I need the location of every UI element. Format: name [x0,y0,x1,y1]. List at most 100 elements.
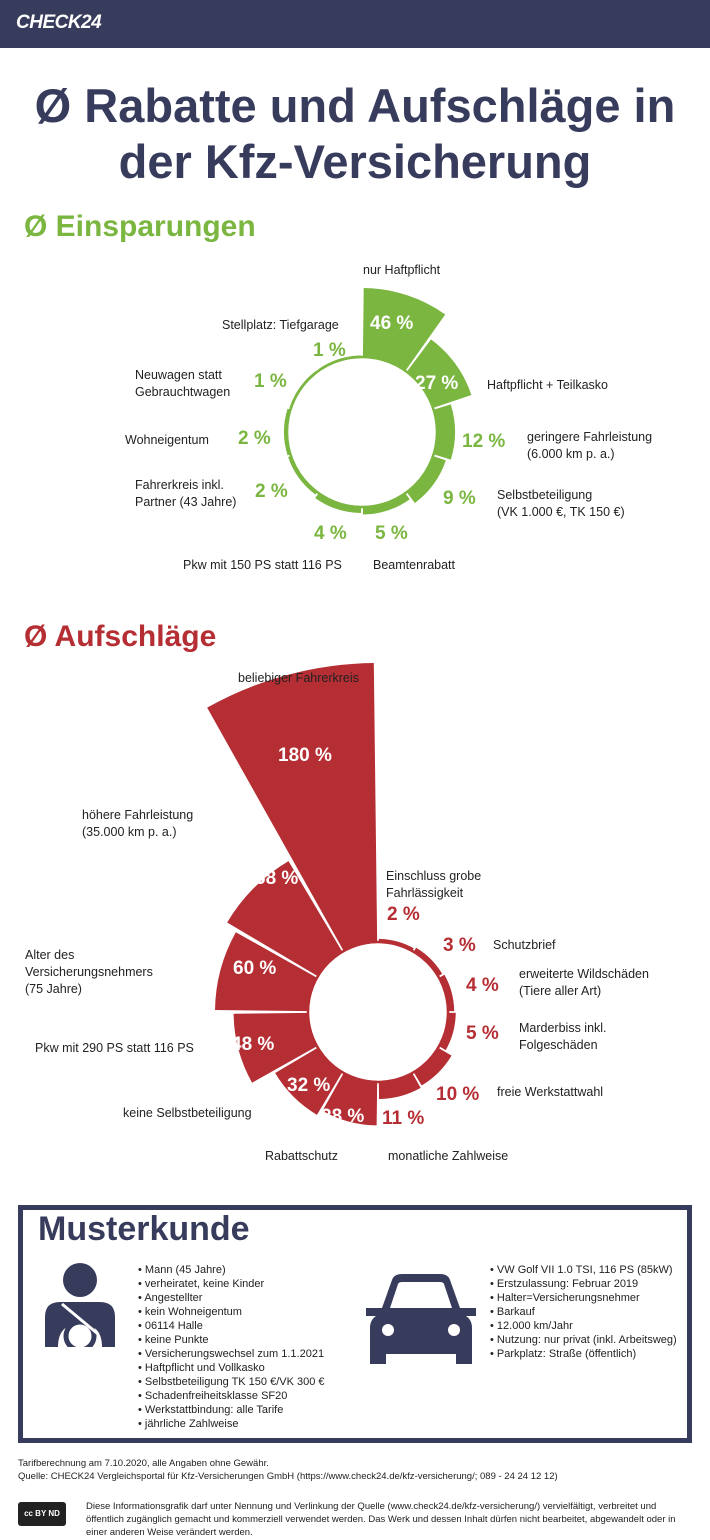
value-label: 28 % [321,1106,365,1127]
value-label: 60 % [233,958,277,979]
value-label: 5 % [466,1023,499,1044]
detail-item: keine Punkte [138,1333,325,1347]
category-label: Einschluss grobe Fahrlässigkeit [386,869,482,900]
wedge-5 [315,492,362,513]
value-label: 48 % [231,1034,275,1055]
detail-item: jährliche Zahlweise [138,1417,325,1431]
value-label: 10 % [436,1084,480,1105]
section-title-surcharges: Ø Aufschläge [24,620,217,653]
wedge-2 [438,974,455,1012]
detail-item: Nutzung: nur privat (inkl. Arbeitsweg) [490,1333,677,1347]
musterkunde-box [18,1205,692,1443]
cc-license-badge: cc BY ND [18,1502,66,1526]
detail-item: 12.000 km/Jahr [490,1319,677,1333]
value-label: 11 % [382,1108,425,1129]
wedge-9 [215,932,318,1012]
category-label: freie Werkstattwahl [497,1085,604,1099]
wedge-4 [413,1047,452,1086]
detail-item: verheiratet, keine Kinder [138,1277,325,1291]
value-label: 5 % [375,523,408,544]
wedge-8 [233,1012,318,1083]
category-label: keine Selbstbeteiligung [123,1106,252,1120]
value-label: 2 % [255,481,288,502]
check24-logo: CHECK24 [16,12,102,33]
category-label: monatliche Zahlweise [388,1149,509,1163]
wedge-3 [406,455,446,503]
header-bar: CHECK24 [0,0,710,48]
wedge-8 [289,370,318,409]
category-label: Beamtenrabatt [373,558,455,572]
category-label: Wohneigentum [125,433,209,447]
wedge-5 [378,1072,421,1100]
wedge-0 [362,288,446,372]
license-text: Diese Informationsgrafik darf unter Nenn… [86,1501,676,1538]
category-label: höhere Fahrleistung (35.000 km p. a.) [82,808,194,839]
wedge-11 [207,663,378,952]
inner-ring [306,940,450,1084]
category-label: Alter des Versicherungsnehmers (75 Jahre… [25,948,153,996]
category-label: Neuwagen statt Gebrauchtwagen [135,368,231,399]
detail-item: Erstzulassung: Februar 2019 [490,1277,677,1291]
detail-item: Werkstattbindung: alle Tarife [138,1403,325,1417]
section-title-savings: Ø Einsparungen [24,210,256,243]
value-label: 1 % [254,371,287,392]
wedge-9 [317,355,362,372]
person-details-list: Mann (45 Jahre)verheiratet, keine Kinder… [138,1263,325,1431]
detail-item: 06114 Halle [138,1319,325,1333]
category-label: Stellplatz: Tiefgarage [222,318,339,332]
wedge-7 [283,408,292,456]
category-label: Rabattschutz [265,1149,338,1163]
musterkunde-title: Musterkunde [38,1210,250,1248]
wedge-6 [288,455,318,495]
value-label: 3 % [443,935,476,956]
category-label: Marderbiss inkl. Folgeschäden [519,1021,607,1052]
wedge-10 [227,861,343,977]
category-label: Haftpflicht + Teilkasko [487,378,609,392]
detail-item: Versicherungswechsel zum 1.1.2021 [138,1347,325,1361]
category-label: beliebiger Fahrerkreis [238,671,359,685]
value-label: 2 % [387,904,420,925]
wedge-1 [406,339,472,409]
category-label: Selbstbeteiligung (VK 1.000 €, TK 150 €) [497,488,625,519]
value-label: 12 % [462,431,506,452]
car-icon [366,1274,476,1364]
wedge-0 [378,938,414,952]
category-label: Fahrerkreis inkl. Partner (43 Jahre) [135,478,237,509]
wedge-4 [362,492,410,515]
value-label: 46 % [370,313,414,334]
value-label: 4 % [466,975,499,996]
category-label: Pkw mit 290 PS statt 116 PS [35,1041,194,1055]
category-label: geringere Fahrleistung (6.000 km p. a.) [527,430,653,461]
value-label: 9 % [443,488,476,509]
value-label: 1 % [313,340,346,361]
category-label: nur Haftpflicht [363,263,441,277]
value-label: 4 % [314,523,347,544]
person-icon [45,1263,115,1347]
value-label: 68 % [255,868,299,889]
source-note: Quelle: CHECK24 Vergleichsportal für Kfz… [18,1471,558,1482]
detail-item: VW Golf VII 1.0 TSI, 116 PS (85kW) [490,1263,677,1277]
value-label: 27 % [415,373,459,394]
wedge-1 [413,947,443,977]
car-details-list: VW Golf VII 1.0 TSI, 116 PS (85kW)Erstzu… [490,1263,677,1361]
category-label: erweiterte Wildschäden (Tiere aller Art) [519,967,649,998]
value-label: 2 % [238,428,271,449]
page-title: Ø Rabatte und Aufschläge in der Kfz-Vers… [34,79,676,188]
value-label: 32 % [287,1075,331,1096]
value-label: 180 % [278,745,332,766]
category-label: Pkw mit 150 PS statt 116 PS [183,558,342,572]
wedge-3 [438,1012,456,1051]
wedge-7 [275,1047,343,1115]
detail-item: Halter=Versicherungsnehmer [490,1291,677,1305]
detail-item: Parkplatz: Straße (öffentlich) [490,1347,677,1361]
detail-item: Angestellter [138,1291,325,1305]
detail-item: Mann (45 Jahre) [138,1263,325,1277]
polar-charts [207,288,472,1126]
detail-item: Selbstbeteiligung TK 150 €/VK 300 € [138,1375,325,1389]
calc-note: Tarifberechnung am 7.10.2020, alle Angab… [18,1458,269,1469]
wedge-6 [322,1072,378,1126]
detail-item: kein Wohneigentum [138,1305,325,1319]
wedge-2 [432,404,455,460]
detail-item: Schadenfreiheitsklasse SF20 [138,1389,325,1403]
detail-item: Barkauf [490,1305,677,1319]
